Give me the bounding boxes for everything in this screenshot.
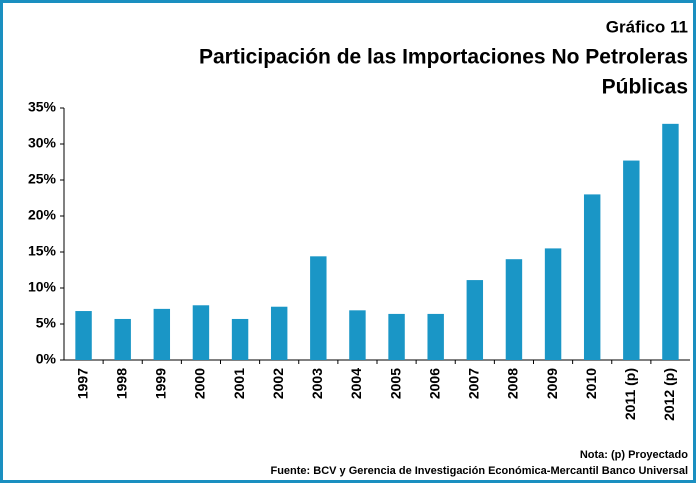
bar xyxy=(192,305,210,360)
x-tick-label: 2001 xyxy=(231,368,247,399)
chart-label: Gráfico 11 xyxy=(606,17,688,36)
x-tick-label: 2003 xyxy=(309,368,325,399)
bar xyxy=(388,313,405,360)
bar xyxy=(583,194,601,360)
y-tick-label: 35% xyxy=(28,99,57,115)
x-tick-label: 2010 xyxy=(583,368,599,399)
bar xyxy=(427,313,444,360)
y-tick-label: 15% xyxy=(28,243,57,259)
bar xyxy=(75,311,92,360)
x-tick-label: 2011 (p) xyxy=(622,368,638,420)
x-tick-label: 2002 xyxy=(270,368,286,399)
x-tick-label: 2004 xyxy=(348,368,364,399)
bar xyxy=(623,160,640,360)
x-tick-label: 1999 xyxy=(153,368,169,399)
y-tick-label: 5% xyxy=(36,315,57,331)
x-tick-label: 1997 xyxy=(74,368,90,399)
chart-title: Públicas xyxy=(602,76,688,99)
chart-title: Participación de las Importaciones No Pe… xyxy=(199,46,688,69)
x-tick-label: 2005 xyxy=(387,368,403,399)
x-tick-label: 2007 xyxy=(466,368,482,399)
y-tick-label: 20% xyxy=(28,207,57,223)
source: Fuente: BCV y Gerencia de Investigación … xyxy=(270,465,688,477)
bar xyxy=(310,256,327,360)
bar xyxy=(270,306,288,360)
bar xyxy=(544,248,562,360)
bar xyxy=(505,259,523,360)
x-tick-label: 1998 xyxy=(113,368,129,399)
bar xyxy=(114,318,131,360)
y-tick-label: 25% xyxy=(28,171,57,187)
y-tick-label: 10% xyxy=(28,279,57,295)
y-tick-label: 0% xyxy=(36,351,57,367)
x-tick-label: 2012 (p) xyxy=(661,368,677,421)
x-tick-label: 2009 xyxy=(544,368,560,399)
bar xyxy=(231,318,249,360)
x-tick-label: 2008 xyxy=(505,368,521,399)
x-tick-label: 2000 xyxy=(192,368,208,399)
note: Nota: (p) Proyectado xyxy=(580,449,688,461)
bar xyxy=(153,308,171,360)
y-tick-label: 30% xyxy=(28,135,57,151)
bar xyxy=(662,123,679,360)
bar xyxy=(349,310,366,360)
bar xyxy=(466,280,484,360)
x-tick-label: 2006 xyxy=(426,368,442,399)
